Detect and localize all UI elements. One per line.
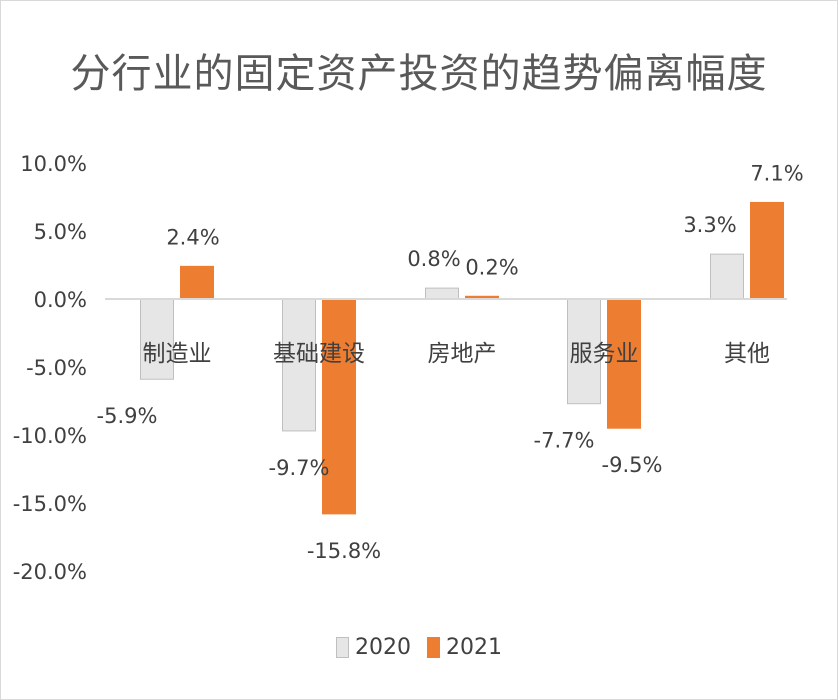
data-label-2020: -9.7%: [269, 456, 330, 480]
bar-2020: [425, 287, 459, 300]
legend-item-2020: 2020: [336, 635, 411, 660]
y-tick-label: 10.0%: [20, 152, 87, 176]
bar-2021: [750, 201, 784, 300]
data-label-2021: -15.8%: [307, 539, 381, 563]
legend: 2020 2021: [1, 635, 837, 660]
legend-label-2020: 2020: [355, 635, 411, 660]
y-tick-label: -15.0%: [13, 492, 87, 516]
legend-swatch-2021: [427, 637, 440, 658]
bar-2021: [180, 265, 214, 300]
legend-swatch-2020: [336, 637, 349, 658]
data-label-2021: 7.1%: [750, 161, 803, 185]
bar-chart-plot: 10.0% 5.0% 0.0% -5.0% -10.0% -15.0% -20.0% 制造业 基…: [13, 152, 804, 584]
data-label-2021: -9.5%: [602, 453, 663, 477]
bar-2020: [282, 298, 316, 432]
data-label-2020: -7.7%: [534, 429, 595, 453]
category-label: 服务业: [570, 341, 639, 367]
data-label-2020: 0.8%: [407, 247, 460, 271]
bar-2020: [710, 253, 744, 300]
data-label-2020: -5.9%: [97, 404, 158, 428]
category-label: 基础建设: [273, 341, 365, 367]
y-tick-label: -10.0%: [13, 424, 87, 448]
category-label: 其他: [724, 341, 770, 367]
category-label: 房地产: [428, 341, 497, 367]
y-tick-label: -20.0%: [13, 560, 87, 584]
y-tick-label: 0.0%: [34, 288, 87, 312]
bar-2020: [140, 298, 174, 380]
y-tick-label: 5.0%: [34, 220, 87, 244]
category-label: 制造业: [143, 341, 212, 367]
data-label-2020: 3.3%: [683, 213, 736, 237]
bar-2021: [322, 298, 356, 515]
data-label-2021: 2.4%: [166, 225, 219, 249]
legend-item-2021: 2021: [427, 635, 502, 660]
data-label-2021: 0.2%: [465, 255, 518, 279]
bar-2021: [607, 298, 641, 429]
y-tick-label: -5.0%: [26, 356, 87, 380]
chart-title: 分行业的固定资产投资的趋势偏离幅度: [70, 51, 768, 97]
legend-label-2021: 2021: [446, 635, 502, 660]
